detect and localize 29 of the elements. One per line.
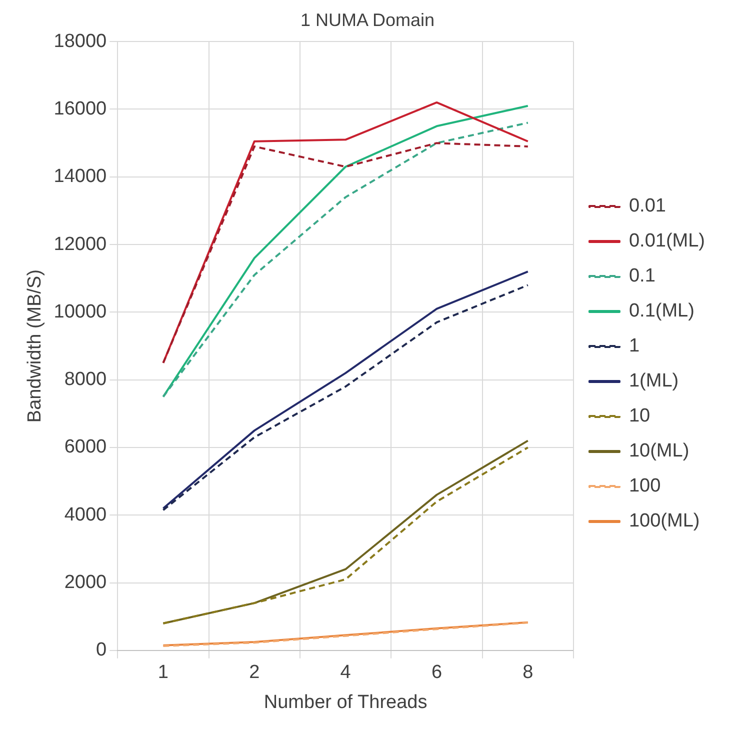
- x-tick-label: 6: [431, 662, 442, 684]
- y-tick-label: 6000: [64, 436, 107, 458]
- x-tick-label: 2: [249, 662, 260, 684]
- y-tick-label: 14000: [54, 166, 107, 188]
- legend-label: 0.1: [628, 266, 656, 287]
- y-tick-label: 4000: [64, 504, 107, 526]
- legend-label: 100(ML): [628, 510, 700, 532]
- y-tick-label: 8000: [64, 369, 107, 390]
- legend-label: 100: [628, 476, 661, 497]
- y-tick-label: 12000: [54, 234, 107, 255]
- legend-label: 0.01(ML): [628, 230, 706, 252]
- chart-title: 1 NUMA Domain: [300, 10, 435, 30]
- y-tick-label: 0: [96, 640, 107, 661]
- y-tick-label: 16000: [54, 98, 107, 120]
- legend-label: 0.1(ML): [628, 300, 694, 322]
- x-axis-title: Number of Threads: [264, 692, 428, 713]
- x-tick-label: 8: [522, 662, 534, 684]
- y-axis-title: Bandwidth (MB/S): [24, 269, 46, 423]
- legend-label: 0.01: [628, 196, 666, 217]
- legend-label: 10(ML): [628, 440, 690, 462]
- x-tick-label: 1: [158, 662, 169, 684]
- y-tick-label: 18000: [54, 30, 107, 52]
- x-tick-label: 4: [340, 662, 352, 684]
- y-tick-label: 2000: [64, 572, 107, 593]
- line-series: [162, 142, 529, 364]
- legend-label: 1: [628, 336, 640, 357]
- y-tick-label: 10000: [54, 301, 107, 322]
- legend-label: 1(ML): [628, 370, 679, 392]
- legend-label: 10: [628, 406, 650, 427]
